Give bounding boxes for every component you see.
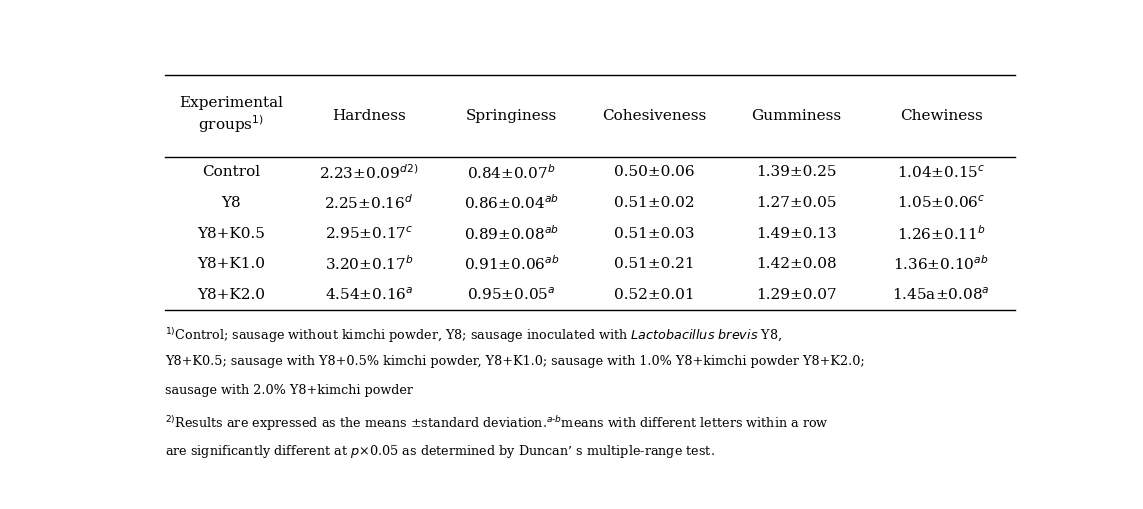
Text: 0.51±0.02: 0.51±0.02 (614, 196, 694, 210)
Text: 0.51±0.21: 0.51±0.21 (614, 257, 694, 271)
Text: Y8+K0.5; sausage with Y8+0.5% kimchi powder, Y8+K1.0; sausage with 1.0% Y8+kimch: Y8+K0.5; sausage with Y8+0.5% kimchi pow… (165, 355, 864, 368)
Text: 1.05±0.06$^{c}$: 1.05±0.06$^{c}$ (897, 194, 985, 211)
Text: 1.26±0.11$^{b}$: 1.26±0.11$^{b}$ (896, 224, 985, 243)
Text: Hardness: Hardness (333, 109, 406, 123)
Text: 0.89±0.08$^{ab}$: 0.89±0.08$^{ab}$ (464, 224, 559, 243)
Text: Y8+K2.0: Y8+K2.0 (197, 288, 265, 302)
Text: 1.29±0.07: 1.29±0.07 (757, 288, 837, 302)
Text: 0.91±0.06$^{ab}$: 0.91±0.06$^{ab}$ (464, 254, 559, 273)
Text: 1.27±0.05: 1.27±0.05 (757, 196, 837, 210)
Text: Experimental
groups$^{1)}$: Experimental groups$^{1)}$ (179, 96, 283, 135)
Text: Y8: Y8 (221, 196, 241, 210)
Text: are significantly different at $p$×0.05 as determined by Duncan’ s multiple-rang: are significantly different at $p$×0.05 … (165, 443, 714, 460)
Text: 0.52±0.01: 0.52±0.01 (614, 288, 694, 302)
Text: 1.42±0.08: 1.42±0.08 (757, 257, 837, 271)
Text: 0.84±0.07$^{b}$: 0.84±0.07$^{b}$ (467, 163, 555, 182)
Text: Springiness: Springiness (466, 109, 557, 123)
Text: 1.36±0.10$^{ab}$: 1.36±0.10$^{ab}$ (893, 254, 989, 273)
Text: Cohesiveness: Cohesiveness (602, 109, 706, 123)
Text: 4.54±0.16$^{a}$: 4.54±0.16$^{a}$ (325, 287, 414, 303)
Text: 1.39±0.25: 1.39±0.25 (757, 165, 837, 179)
Text: 1.49±0.13: 1.49±0.13 (757, 227, 837, 241)
Text: Y8+K0.5: Y8+K0.5 (197, 227, 265, 241)
Text: 0.95±0.05$^{a}$: 0.95±0.05$^{a}$ (467, 287, 555, 303)
Text: 2.95±0.17$^{c}$: 2.95±0.17$^{c}$ (325, 225, 414, 242)
Text: 2.23±0.09$^{d2)}$: 2.23±0.09$^{d2)}$ (320, 163, 418, 182)
Text: Y8+K1.0: Y8+K1.0 (197, 257, 265, 271)
Text: 3.20±0.17$^{b}$: 3.20±0.17$^{b}$ (325, 254, 414, 273)
Text: 0.51±0.03: 0.51±0.03 (614, 227, 694, 241)
Text: Control: Control (202, 165, 259, 179)
Text: 0.50±0.06: 0.50±0.06 (614, 165, 694, 179)
Text: sausage with 2.0% Y8+kimchi powder: sausage with 2.0% Y8+kimchi powder (165, 384, 413, 398)
Text: $^{2)}$Results are expressed as the means ±standard deviation.$^{a\text{-}b}$mea: $^{2)}$Results are expressed as the mean… (165, 414, 829, 433)
Text: 0.86±0.04$^{ab}$: 0.86±0.04$^{ab}$ (464, 193, 559, 212)
Text: Gumminess: Gumminess (751, 109, 841, 123)
Text: 1.04±0.15$^{c}$: 1.04±0.15$^{c}$ (897, 164, 985, 181)
Text: $^{1)}$Control; sausage without kimchi powder, Y8; sausage inoculated with $\it{: $^{1)}$Control; sausage without kimchi p… (165, 326, 782, 345)
Text: 1.45a±0.08$^{a}$: 1.45a±0.08$^{a}$ (893, 287, 990, 303)
Text: Chewiness: Chewiness (900, 109, 982, 123)
Text: 2.25±0.16$^{d}$: 2.25±0.16$^{d}$ (325, 193, 414, 212)
